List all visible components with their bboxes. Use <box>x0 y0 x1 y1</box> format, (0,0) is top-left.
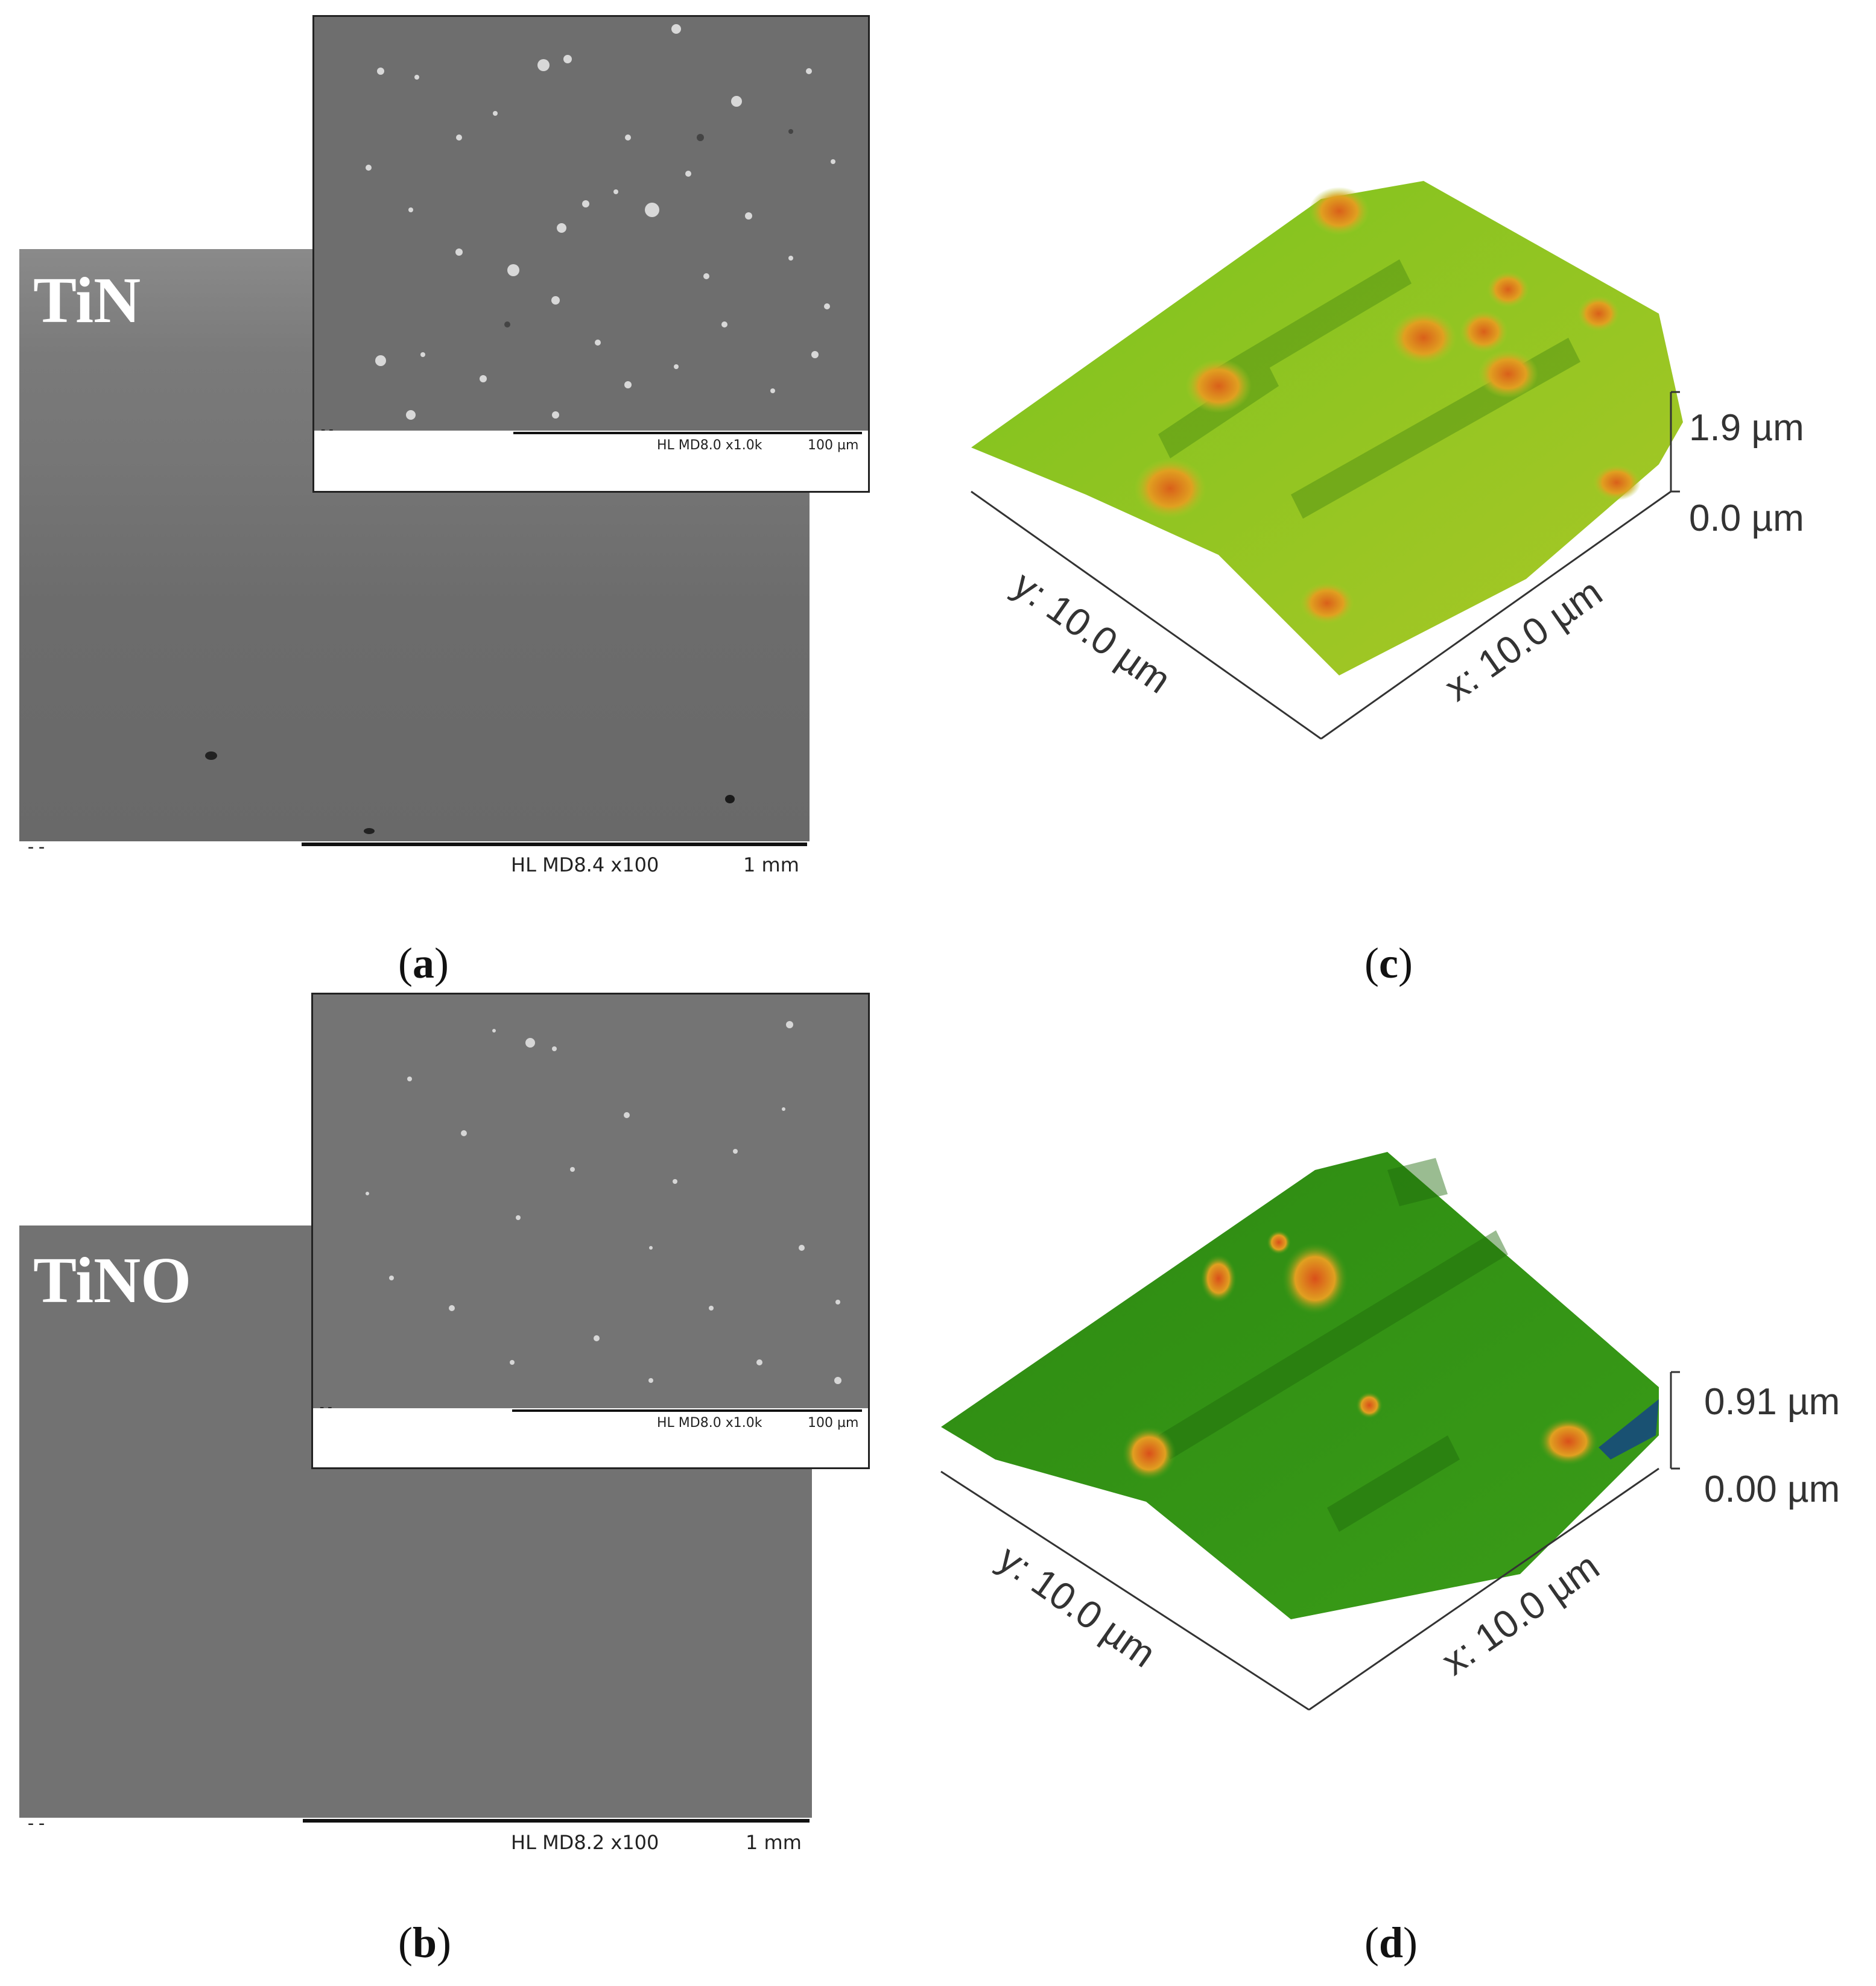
sem-main-bar-a: -- HL MD8.4 x100 1 mm <box>19 836 810 878</box>
sem-main-dashes-b: -- <box>25 1813 48 1834</box>
afm-c-zmax: 1.9 µm <box>1689 407 1804 449</box>
sample-label-a: TiN <box>33 265 141 337</box>
sem-main-scale-bar-a <box>302 843 807 846</box>
panel-label-a: (a) <box>398 939 449 987</box>
sem-inset-scale-label-a: 100 µm <box>808 438 859 453</box>
panel-letter-d: d <box>1378 1918 1404 1967</box>
afm-d-zmin: 0.00 µm <box>1704 1469 1840 1510</box>
sample-label-b: TiNO <box>33 1245 192 1317</box>
sem-main-scale-label-a: 1 mm <box>743 853 799 876</box>
afm-d-shadows <box>1158 1158 1508 1532</box>
sem-main-scale-bar-b <box>303 1819 810 1823</box>
sem-inset-particles-a <box>366 24 835 420</box>
afm-d-axes <box>940 1371 1680 1711</box>
panel-letter-c: c <box>1378 939 1398 987</box>
afm-d-yaxis: y: 10.0 µm <box>990 1536 1164 1675</box>
sem-inset-image-b <box>313 995 868 1408</box>
sem-main-scale-label-b: 1 mm <box>746 1831 802 1854</box>
sem-inset-bar-b: -- HL MD8.0 x1.0k 100 µm <box>313 1400 868 1467</box>
sem-inset-dashes-a: -- <box>319 422 335 437</box>
sem-inset-particles-b <box>366 1021 841 1384</box>
panel-a: -- HL MD8.4 x100 1 mm <box>0 0 893 989</box>
sem-main-bar-b: -- HL MD8.2 x100 1 mm <box>19 1813 812 1854</box>
afm-c-peaks <box>1134 187 1641 624</box>
panel-c: 1.9 µm 0.0 µm y: 10.0 µm x: 10.0 µm (c) <box>905 0 1876 989</box>
afm-c-zmin: 0.0 µm <box>1689 498 1804 539</box>
panel-label-b: (b) <box>398 1918 452 1967</box>
sem-inset-scale-bar-a <box>513 432 862 434</box>
afm-d-dark-edge <box>1599 1399 1659 1459</box>
panel-b: -- HL MD8.2 x100 1 mm -- <box>0 977 893 1986</box>
afm-d-surface <box>941 1152 1659 1619</box>
sem-inset-b: -- HL MD8.0 x1.0k 100 µm <box>311 993 870 1469</box>
panel-label-c: (c) <box>1364 939 1413 987</box>
panel-d: 0.91 µm 0.00 µm y: 10.0 µm x: 10.0 µm (d… <box>905 977 1876 1986</box>
sem-inset-dashes-b: -- <box>318 1400 334 1415</box>
sem-main-meta-b: HL MD8.2 x100 <box>511 1831 659 1854</box>
sem-inset-meta-a: HL MD8.0 x1.0k <box>657 438 762 453</box>
sem-inset-image-a <box>314 17 868 431</box>
afm-c-yaxis: y: 10.0 µm <box>1006 562 1179 701</box>
sem-main-dashes-a: -- <box>25 836 48 858</box>
sem-inset-a: -- HL MD8.0 x1.0k 100 µm <box>312 15 870 493</box>
afm-surface-c: 1.9 µm 0.0 µm y: 10.0 µm x: 10.0 µm <box>971 181 1804 740</box>
afm-d-zmax: 0.91 µm <box>1704 1381 1840 1423</box>
sem-main-meta-a: HL MD8.4 x100 <box>511 853 659 876</box>
afm-surface-d: 0.91 µm 0.00 µm y: 10.0 µm x: 10.0 µm <box>940 1152 1840 1711</box>
afm-d-peaks <box>1122 1230 1599 1481</box>
sem-inset-scale-label-b: 100 µm <box>808 1415 859 1431</box>
panel-label-d: (d) <box>1364 1918 1418 1967</box>
panel-letter-b: b <box>412 1918 437 1967</box>
sem-inset-bar-a: -- HL MD8.0 x1.0k 100 µm <box>314 422 868 491</box>
sem-inset-scale-bar-b <box>512 1409 862 1412</box>
sem-inset-meta-b: HL MD8.0 x1.0k <box>657 1415 762 1431</box>
panel-letter-a: a <box>412 939 434 987</box>
sem-texture-a <box>205 751 735 834</box>
afm-c-axes <box>971 391 1680 740</box>
